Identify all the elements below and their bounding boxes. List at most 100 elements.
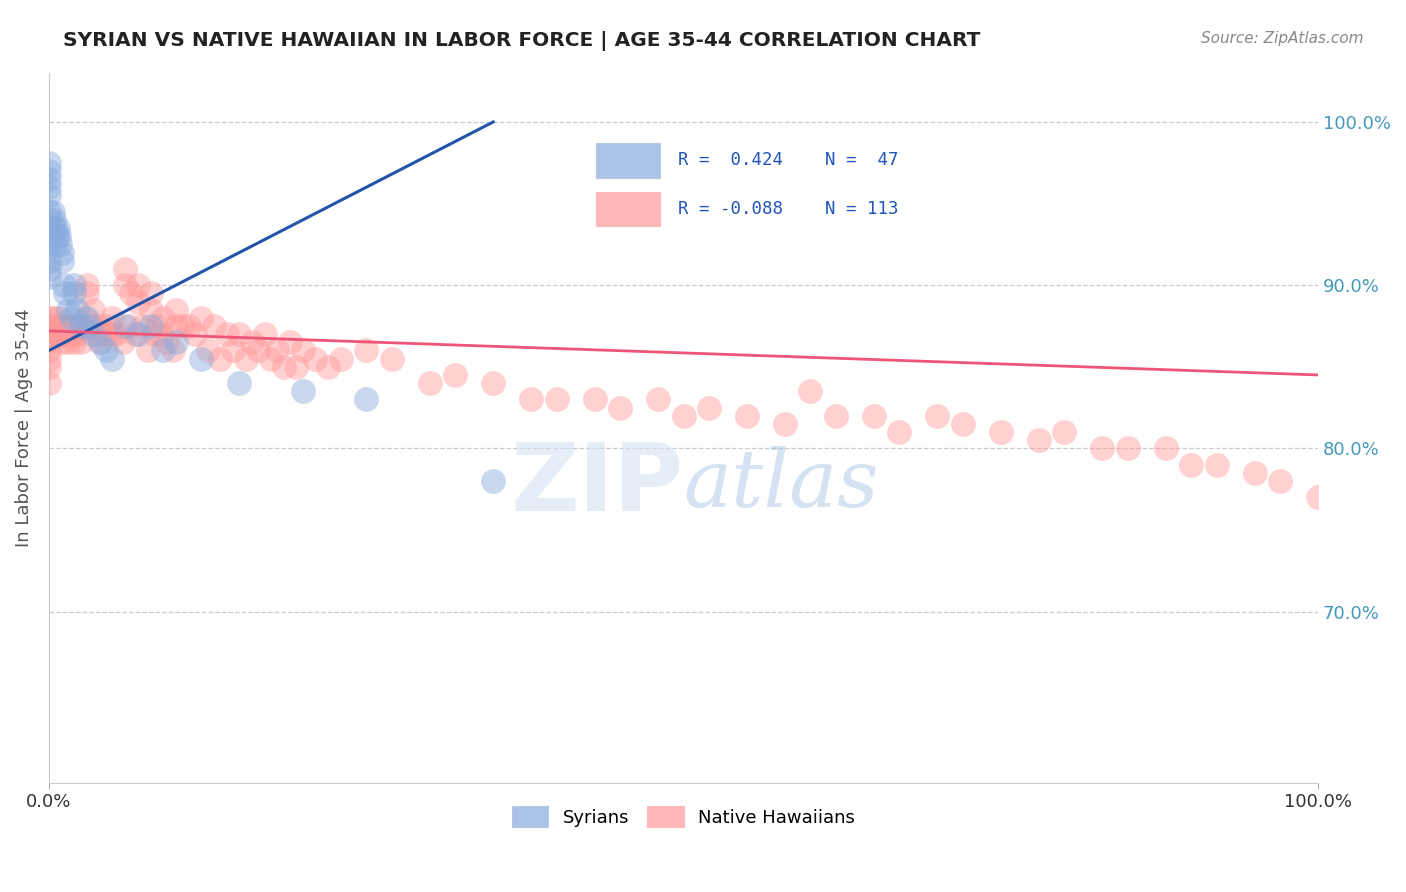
Point	[48, 310, 70, 325]
Point	[45, 229, 67, 244]
Point	[76, 318, 98, 333]
Point	[1028, 434, 1050, 448]
Point	[63, 286, 86, 301]
Point	[55, 286, 77, 301]
Point	[51, 318, 73, 333]
Point	[86, 327, 108, 342]
Point	[111, 335, 134, 350]
Point	[59, 310, 82, 325]
Point	[247, 343, 270, 358]
Point	[76, 278, 98, 293]
Point	[1268, 474, 1291, 488]
Point	[42, 204, 65, 219]
Point	[38, 335, 60, 350]
Point	[51, 245, 73, 260]
Point	[38, 376, 60, 391]
Point	[291, 343, 314, 358]
Point	[240, 335, 263, 350]
Point	[304, 351, 326, 366]
Point	[329, 351, 352, 366]
Point	[38, 213, 60, 227]
Point	[38, 261, 60, 276]
Point	[222, 343, 245, 358]
Point	[266, 343, 288, 358]
Point	[172, 318, 194, 333]
Point	[63, 335, 86, 350]
Point	[48, 229, 70, 244]
Point	[66, 327, 89, 342]
Point	[42, 310, 65, 325]
Text: SYRIAN VS NATIVE HAWAIIAN IN LABOR FORCE | AGE 35-44 CORRELATION CHART: SYRIAN VS NATIVE HAWAIIAN IN LABOR FORCE…	[63, 31, 980, 51]
Point	[990, 425, 1012, 439]
Point	[114, 318, 136, 333]
Point	[146, 318, 169, 333]
Point	[45, 318, 67, 333]
Point	[127, 294, 149, 309]
Point	[38, 359, 60, 374]
Point	[131, 318, 153, 333]
Point	[381, 351, 404, 366]
Point	[38, 253, 60, 268]
Y-axis label: In Labor Force | Age 35-44: In Labor Force | Age 35-44	[15, 309, 32, 548]
Point	[1091, 442, 1114, 456]
Point	[316, 359, 339, 374]
Point	[165, 318, 187, 333]
Point	[482, 376, 505, 391]
Text: atlas: atlas	[683, 446, 879, 524]
Point	[278, 335, 301, 350]
Point	[152, 310, 174, 325]
Point	[927, 409, 949, 423]
Point	[94, 343, 117, 358]
Point	[38, 270, 60, 285]
Point	[38, 188, 60, 202]
Point	[76, 310, 98, 325]
Point	[38, 180, 60, 194]
Point	[1205, 458, 1227, 472]
Point	[44, 327, 66, 342]
Point	[260, 351, 283, 366]
Point	[55, 318, 77, 333]
Point	[889, 425, 911, 439]
Point	[190, 310, 212, 325]
Point	[444, 368, 467, 382]
Point	[697, 401, 720, 415]
Point	[253, 327, 276, 342]
Point	[53, 327, 76, 342]
Point	[62, 327, 84, 342]
Point	[546, 392, 568, 407]
Point	[58, 327, 80, 342]
Point	[127, 327, 149, 342]
Point	[105, 327, 128, 342]
Point	[42, 221, 65, 235]
Point	[127, 278, 149, 293]
Point	[143, 327, 166, 342]
Point	[44, 221, 66, 235]
Point	[863, 409, 886, 423]
Point	[152, 343, 174, 358]
Point	[121, 286, 143, 301]
Point	[114, 278, 136, 293]
Point	[228, 376, 250, 391]
Point	[482, 474, 505, 488]
Point	[209, 351, 232, 366]
Point	[38, 221, 60, 235]
Point	[49, 237, 72, 252]
Point	[1116, 442, 1139, 456]
Point	[114, 261, 136, 276]
Point	[215, 327, 238, 342]
Point	[38, 327, 60, 342]
Point	[73, 310, 96, 325]
Point	[38, 237, 60, 252]
Point	[156, 335, 179, 350]
Point	[44, 318, 66, 333]
Point	[38, 351, 60, 366]
Point	[824, 409, 846, 423]
Point	[60, 327, 83, 342]
Point	[285, 359, 308, 374]
Point	[139, 318, 162, 333]
Point	[69, 318, 91, 333]
Point	[97, 318, 120, 333]
Point	[235, 351, 257, 366]
Point	[202, 318, 225, 333]
Point	[44, 237, 66, 252]
